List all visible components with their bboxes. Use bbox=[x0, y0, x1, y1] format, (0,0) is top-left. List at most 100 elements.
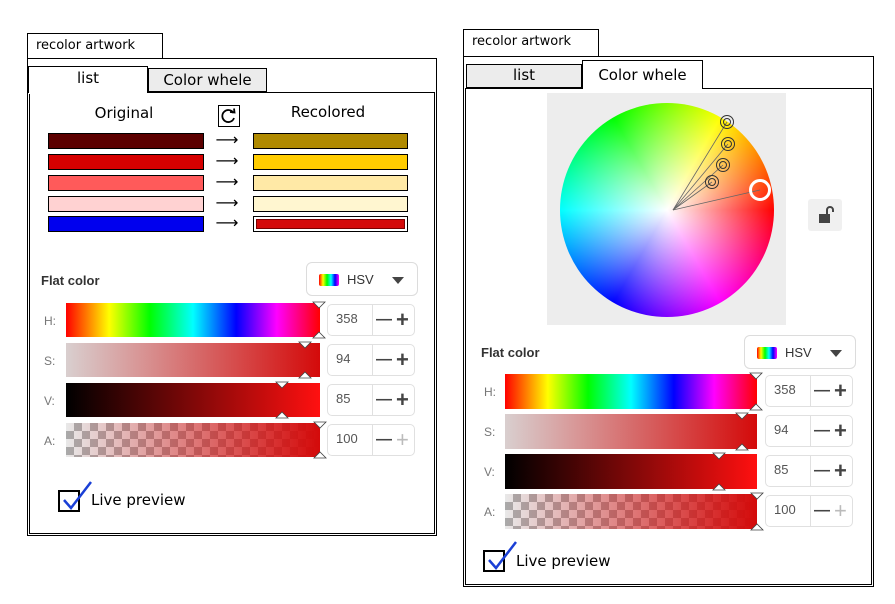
decrement-button[interactable]: — bbox=[376, 351, 392, 368]
tab-color-wheel-label-2: Color whele bbox=[598, 66, 687, 84]
decrement-button[interactable]: — bbox=[814, 422, 830, 439]
channel-value-field[interactable]: 358 — + bbox=[327, 304, 415, 336]
color-mode-label: HSV bbox=[347, 272, 374, 287]
window-title-2: recolor artwork bbox=[472, 34, 572, 49]
arrow-icon: ⟶ bbox=[215, 213, 239, 232]
channel-slider[interactable] bbox=[505, 372, 763, 411]
original-swatch[interactable] bbox=[48, 196, 204, 212]
window-title-tab-2: recolor artwork bbox=[463, 29, 599, 57]
slider-thumb-icon[interactable] bbox=[311, 301, 326, 339]
color-handle-inner bbox=[723, 118, 731, 126]
increment-button[interactable]: + bbox=[396, 427, 409, 452]
slider-thumb-icon[interactable] bbox=[750, 492, 764, 531]
increment-button[interactable]: + bbox=[834, 458, 847, 483]
channel-value-field[interactable]: 85 — + bbox=[327, 384, 415, 416]
decrement-button[interactable]: — bbox=[814, 382, 830, 399]
unlock-icon bbox=[819, 206, 834, 223]
slider-thumb-icon[interactable] bbox=[734, 412, 749, 451]
channel-slider[interactable] bbox=[66, 301, 326, 339]
tab-color-wheel[interactable]: Color whele bbox=[148, 68, 267, 92]
decrement-button[interactable]: — bbox=[376, 431, 392, 448]
lock-button[interactable] bbox=[808, 199, 842, 231]
channel-value: 100 bbox=[336, 431, 358, 446]
channel-slider[interactable] bbox=[66, 341, 320, 379]
recolored-swatch[interactable] bbox=[253, 196, 408, 212]
color-mode-icon-2 bbox=[757, 347, 777, 359]
selected-color-handle[interactable] bbox=[749, 179, 771, 201]
recolored-swatch[interactable] bbox=[253, 133, 408, 149]
harmony-lines bbox=[672, 121, 761, 211]
refresh-icon bbox=[221, 108, 236, 123]
recolored-swatch[interactable] bbox=[253, 154, 408, 170]
live-preview-label: Live preview bbox=[91, 491, 186, 509]
channel-value: 94 bbox=[336, 351, 351, 366]
channel-value: 85 bbox=[774, 462, 789, 477]
color-handle[interactable] bbox=[721, 137, 735, 151]
slider-thumb-icon[interactable] bbox=[712, 452, 727, 491]
channel-value: 94 bbox=[774, 422, 789, 437]
tab-join-2 bbox=[583, 87, 702, 90]
increment-button[interactable]: + bbox=[396, 307, 409, 332]
channel-slider[interactable] bbox=[66, 381, 320, 419]
tab-color-wheel-label: Color whele bbox=[163, 71, 252, 89]
original-swatch[interactable] bbox=[48, 216, 204, 232]
original-swatch[interactable] bbox=[48, 175, 204, 191]
color-handle-inner bbox=[719, 161, 727, 169]
increment-button[interactable]: + bbox=[834, 418, 847, 443]
channel-value-field[interactable]: 358 — + bbox=[765, 375, 853, 407]
channel-slider[interactable] bbox=[66, 421, 327, 459]
original-swatch[interactable] bbox=[48, 133, 204, 149]
color-handle[interactable] bbox=[720, 115, 734, 129]
decrement-button[interactable]: — bbox=[376, 311, 392, 328]
decrement-button[interactable]: — bbox=[814, 462, 830, 479]
tab-list[interactable]: list bbox=[28, 66, 148, 93]
live-preview-checkbox-2[interactable] bbox=[483, 550, 505, 572]
slider-thumb-icon[interactable] bbox=[313, 421, 327, 459]
color-handle[interactable] bbox=[716, 158, 730, 172]
arrow-icon: ⟶ bbox=[215, 151, 239, 170]
checkmark-icon bbox=[63, 481, 92, 510]
color-wheel[interactable] bbox=[560, 103, 774, 317]
recolored-swatch[interactable] bbox=[253, 175, 408, 191]
increment-button[interactable]: + bbox=[834, 498, 847, 523]
channel-slider[interactable] bbox=[505, 452, 757, 491]
tab-list-2[interactable]: list bbox=[466, 64, 582, 88]
channel-value-field[interactable]: 100 — + bbox=[327, 424, 415, 456]
color-mode-select-2[interactable]: HSV bbox=[744, 335, 856, 369]
color-wheel-area bbox=[547, 93, 786, 325]
increment-button[interactable]: + bbox=[834, 378, 847, 403]
arrow-icon: ⟶ bbox=[215, 130, 239, 149]
channel-slider[interactable] bbox=[505, 412, 757, 451]
slider-thumb-icon[interactable] bbox=[748, 372, 763, 411]
channel-label: V: bbox=[484, 465, 495, 479]
tab-list-label: list bbox=[76, 69, 100, 87]
flat-color-title: Flat color bbox=[41, 273, 100, 288]
tab-color-wheel-2[interactable]: Color whele bbox=[582, 60, 703, 89]
channel-value-field[interactable]: 94 — + bbox=[765, 415, 853, 447]
channel-value: 85 bbox=[336, 391, 351, 406]
recolored-swatch[interactable] bbox=[253, 216, 408, 232]
live-preview-checkbox[interactable] bbox=[58, 490, 80, 512]
color-mode-select[interactable]: HSV bbox=[306, 262, 418, 296]
divider bbox=[372, 345, 373, 375]
channel-value-field[interactable]: 100 — + bbox=[765, 495, 853, 527]
channel-label: S: bbox=[44, 354, 56, 368]
channel-value-field[interactable]: 94 — + bbox=[327, 344, 415, 376]
slider-thumb-icon[interactable] bbox=[274, 381, 289, 419]
color-handle[interactable] bbox=[705, 175, 719, 189]
original-swatch[interactable] bbox=[48, 154, 204, 170]
recolored-label: Recolored bbox=[290, 103, 366, 121]
increment-button[interactable]: + bbox=[396, 387, 409, 412]
channel-value-field[interactable]: 85 — + bbox=[765, 455, 853, 487]
color-handle-inner bbox=[724, 140, 732, 148]
tab-list-label-2: list bbox=[512, 66, 536, 84]
slider-thumb-icon[interactable] bbox=[297, 341, 312, 379]
arrow-icon: ⟶ bbox=[215, 193, 239, 212]
refresh-button[interactable] bbox=[218, 105, 240, 127]
increment-button[interactable]: + bbox=[396, 347, 409, 372]
color-mode-label-2: HSV bbox=[785, 345, 812, 360]
divider bbox=[372, 305, 373, 335]
decrement-button[interactable]: — bbox=[376, 391, 392, 408]
channel-slider[interactable] bbox=[505, 492, 764, 531]
decrement-button[interactable]: — bbox=[814, 502, 830, 519]
